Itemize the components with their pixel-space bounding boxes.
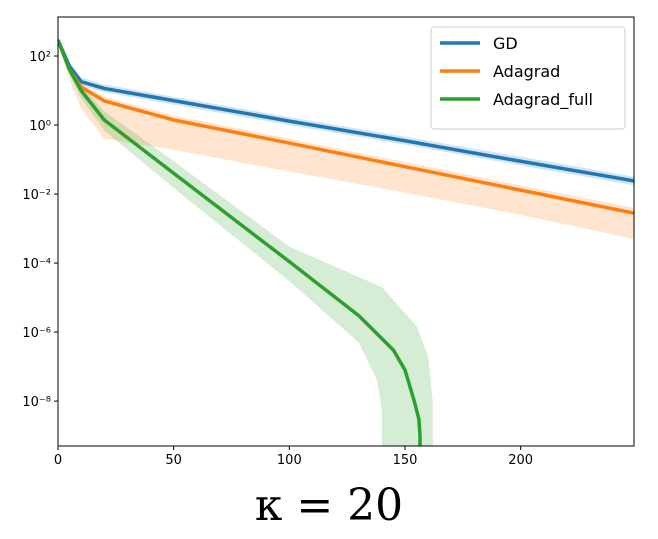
y-tick-label: 10⁻⁸	[22, 395, 51, 410]
x-tick-label: 50	[165, 453, 182, 468]
x-tick-label: 100	[277, 453, 302, 468]
x-tick-label: 200	[508, 453, 533, 468]
plot-area	[58, 38, 634, 446]
x-tick-label: 0	[54, 453, 62, 468]
legend-box	[430, 26, 626, 130]
line	[58, 39, 422, 446]
confidence-band	[58, 38, 433, 446]
x-tick-label: 150	[393, 453, 418, 468]
plot-frame	[57, 16, 635, 447]
line	[58, 39, 634, 183]
y-tick-label: 10⁻⁴	[22, 257, 51, 272]
legend-label: Adagrad_full	[493, 90, 593, 110]
y-tick-label: 10⁻⁶	[22, 326, 51, 341]
legend-label: Adagrad	[493, 62, 560, 81]
legend-label: GD	[493, 34, 518, 53]
y-tick-label: 10⁰	[29, 119, 51, 134]
chart-title: κ = 20	[255, 480, 403, 531]
y-tick-label: 10⁻²	[22, 188, 51, 203]
confidence-band	[58, 38, 634, 239]
y-tick-label: 10²	[29, 50, 51, 65]
